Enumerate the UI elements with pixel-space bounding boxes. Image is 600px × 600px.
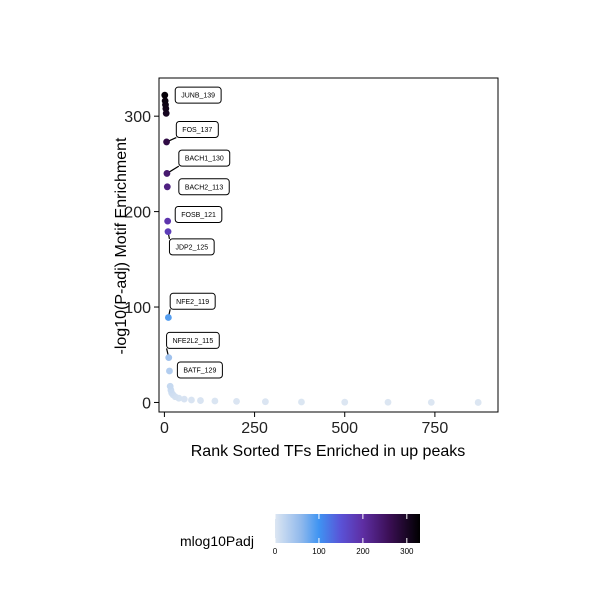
annotation-text: JUNB_139: [181, 93, 215, 100]
data-point: [341, 398, 349, 406]
annotation-text: FOS_137: [182, 127, 212, 134]
data-point: [163, 170, 171, 177]
legend-tick-label: 200: [356, 547, 370, 556]
annotation-text: BATF_129: [183, 368, 216, 375]
legend-color-bar: [275, 514, 420, 543]
data-point: [197, 397, 204, 404]
annotation-text: NFE2_119: [176, 299, 209, 306]
data-point: [164, 228, 172, 236]
annotation-text: NFE2L2_115: [173, 338, 214, 345]
annotation-label: JUNB_139: [174, 86, 222, 104]
annotation-label: NFE2_119: [169, 292, 216, 310]
data-point: [166, 367, 173, 375]
x-axis-ticks: 0 250 500 750: [160, 412, 448, 437]
data-point: [163, 138, 170, 146]
legend-tick-label: 300: [400, 547, 414, 556]
annotation-label: BACH1_130: [178, 149, 231, 167]
data-point: [211, 397, 219, 405]
x-axis-title: Rank Sorted TFs Enriched in up peaks: [191, 443, 466, 460]
data-point: [165, 354, 173, 362]
data-point: [384, 398, 392, 406]
data-point: [180, 395, 188, 403]
data-point: [166, 382, 174, 390]
legend-tick-label: 0: [273, 547, 278, 556]
data-point: [427, 398, 435, 406]
data-point: [261, 398, 269, 406]
x-tick-label: 250: [241, 420, 268, 437]
annotation-box: [166, 331, 220, 349]
legend-tick-label: 100: [312, 547, 326, 556]
x-tick-label: 750: [422, 420, 449, 437]
annotation-label: BACH2_113: [178, 178, 230, 196]
annotation-label: JDP2_125: [168, 238, 215, 256]
annotation-box: [178, 178, 230, 196]
annotation-label: NFE2L2_115: [166, 331, 220, 349]
y-axis-ticks: 0 100 200 300: [124, 109, 159, 412]
y-tick-label: 0: [142, 395, 151, 412]
annotation-label: BATF_129: [176, 361, 223, 379]
data-point: [163, 183, 171, 191]
point-annotations: JUNB_139 FOS_137 BACH1_130 BACH2_113 FOSB_12…: [166, 86, 231, 379]
annotation-box: [169, 292, 216, 310]
annotation-text: BACH2_113: [185, 184, 224, 191]
annotation-box: [176, 361, 223, 379]
data-point: [161, 97, 169, 105]
annotation-box: [174, 86, 222, 104]
annotation-box: [168, 238, 215, 256]
annotation-label: FOS_137: [175, 121, 219, 139]
plot-area: 0 250 500 750 0 100 200 300 JUNB_139 FOS_137 BAC…: [124, 77, 499, 437]
data-point: [474, 399, 482, 406]
annotation-text: BACH1_130: [185, 156, 224, 163]
color-legend: mlog10Padj 0 100 200 300: [180, 514, 420, 556]
annotation-text: FOSB_121: [181, 212, 216, 219]
plot-frame: [158, 77, 499, 413]
annotation-box: [178, 149, 231, 167]
data-point: [164, 217, 172, 225]
annotation-text: JDP2_125: [175, 244, 208, 251]
y-tick-label: 200: [124, 205, 151, 222]
data-point: [233, 398, 240, 405]
data-point: [164, 314, 172, 321]
legend-ticks: 0 100 200 300: [273, 514, 414, 556]
data-point: [161, 91, 169, 99]
y-tick-label: 100: [124, 300, 151, 317]
y-tick-label: 300: [124, 109, 151, 126]
x-tick-label: 0: [160, 420, 169, 437]
data-points: [161, 91, 482, 406]
legend-title: mlog10Padj: [180, 533, 254, 549]
annotation-box: [175, 121, 219, 139]
x-tick-label: 500: [331, 420, 358, 437]
annotation-box: [174, 205, 223, 223]
data-point: [188, 396, 195, 404]
y-axis-title: -log10(P-adj) Motif Enrichment: [113, 137, 130, 355]
data-point: [298, 398, 305, 406]
annotation-label: FOSB_121: [174, 205, 223, 223]
